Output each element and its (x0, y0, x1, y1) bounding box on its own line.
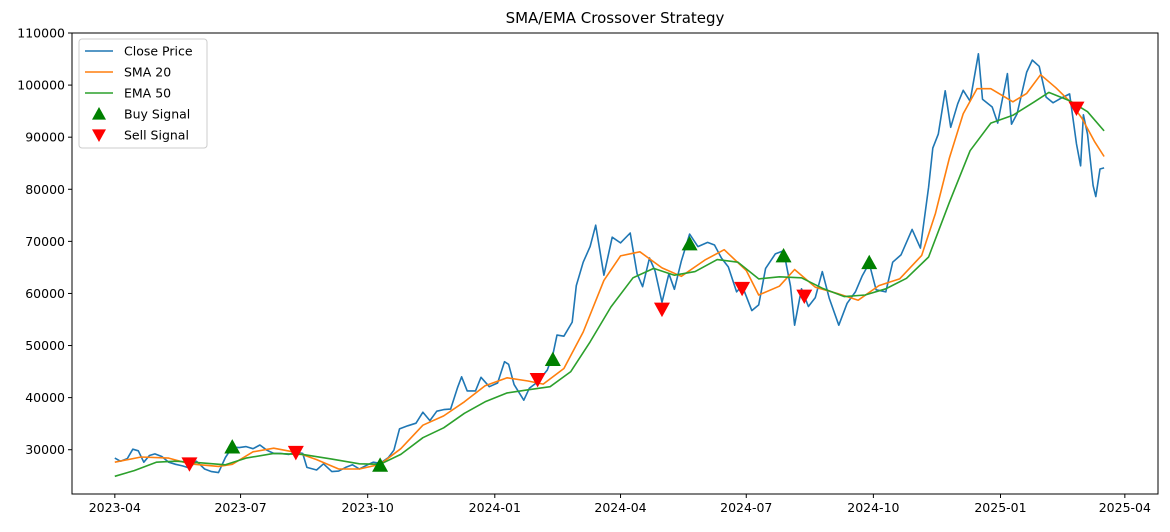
series-line-ema-50 (114, 91, 1105, 478)
y-tick-label: 110000 (17, 26, 65, 41)
sell-signal-marker (734, 281, 751, 297)
series-line-close-price (114, 52, 1105, 474)
sell-signal-marker (653, 302, 670, 318)
buy-signal-marker (372, 457, 389, 472)
series-line-sma-20 (114, 73, 1105, 470)
sell-signal-marker (796, 289, 813, 305)
y-tick-label: 100000 (17, 78, 65, 93)
y-tick-label: 80000 (25, 182, 65, 197)
x-tick-label: 2024-04 (594, 500, 646, 515)
legend: Close Price SMA 20 EMA 50 Buy Signal Sell Si… (78, 38, 208, 149)
legend-label: SMA 20 (124, 65, 171, 80)
x-tick-label: 2025-04 (1099, 500, 1151, 515)
x-tick-label: 2023-07 (214, 500, 266, 515)
y-tick-label: 70000 (25, 234, 65, 249)
legend-label: Close Price (124, 44, 193, 59)
x-tick-label: 2023-10 (342, 500, 394, 515)
y-axis: 30000 40000 50000 60000 70000 80000 90000 10000… (17, 26, 72, 457)
sell-signal-marker (181, 457, 198, 472)
buy-signal-marker (544, 351, 561, 367)
x-tick-label: 2025-01 (974, 500, 1026, 515)
legend-label: Buy Signal (124, 107, 190, 122)
legend-sell-marker (92, 129, 106, 142)
chart-title: SMA/EMA Crossover Strategy (506, 9, 725, 27)
x-tick-label: 2024-07 (720, 500, 772, 515)
y-tick-label: 50000 (25, 338, 65, 353)
y-tick-label: 40000 (25, 390, 65, 405)
legend-box (78, 38, 208, 149)
y-tick-label: 90000 (25, 130, 65, 145)
sell-signal-marker (529, 373, 546, 388)
sell-signal-marker (287, 445, 304, 461)
buy-signal-marker (775, 247, 792, 263)
legend-label: EMA 50 (124, 86, 171, 101)
x-tick-label: 2023-04 (89, 500, 141, 515)
y-tick-label: 30000 (25, 442, 65, 457)
sell-signal-marker (1068, 101, 1085, 117)
x-tick-label: 2024-10 (847, 500, 899, 515)
legend-label: Sell Signal (124, 128, 189, 143)
y-tick-label: 60000 (25, 286, 65, 301)
buy-signal-marker (224, 439, 241, 454)
x-tick-label: 2024-01 (469, 500, 521, 515)
plot-frame (71, 32, 1159, 495)
buy-signal-marker (861, 254, 878, 270)
plot-area (114, 52, 1105, 478)
legend-buy-marker (92, 107, 106, 120)
buy-signal-marker (681, 235, 698, 251)
x-axis: 2023-04 2023-07 2023-10 2024-01 2024-04 2024-… (89, 494, 1151, 515)
